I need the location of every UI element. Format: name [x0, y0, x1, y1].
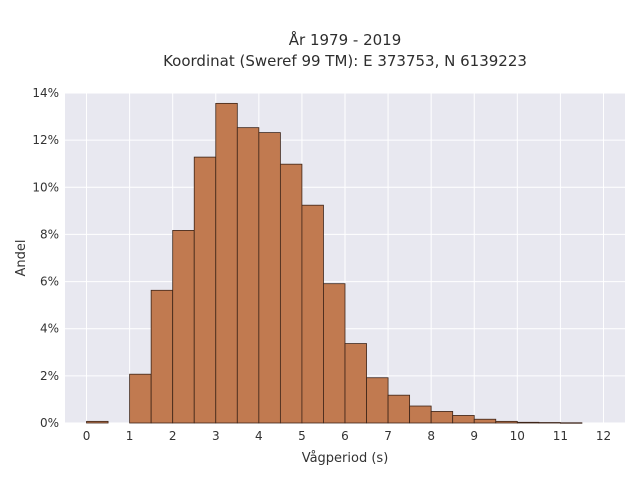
- y-tick-labels: 0% 2% 4% 6% 8% 10% 12% 14%: [32, 86, 59, 430]
- histogram-bar: [409, 405, 432, 424]
- histogram-bar: [559, 422, 583, 424]
- x-tick-label: 5: [298, 429, 306, 443]
- y-tick-label: 8%: [40, 227, 59, 241]
- histogram-bar: [150, 289, 174, 424]
- x-tick-label: 4: [255, 429, 263, 443]
- y-tick-label: 14%: [32, 86, 59, 100]
- histogram-bar: [323, 283, 346, 424]
- x-tick-label: 0: [83, 429, 91, 443]
- histogram-bar: [495, 420, 518, 424]
- y-tick-label: 10%: [32, 180, 59, 194]
- x-tick-label: 7: [384, 429, 392, 443]
- histogram-bar: [344, 343, 367, 424]
- histogram-bar: [279, 163, 303, 424]
- chart-title-line-2: Koordinat (Sweref 99 TM): E 373753, N 61…: [163, 52, 527, 70]
- histogram-bar: [86, 420, 109, 424]
- histogram-bar: [193, 156, 217, 424]
- y-tick-label: 6%: [40, 275, 59, 289]
- chart-title-line-1: År 1979 - 2019: [289, 30, 402, 49]
- y-tick-label: 2%: [40, 369, 59, 383]
- x-axis-label: Vågperiod (s): [302, 451, 389, 466]
- histogram-bar: [430, 411, 454, 424]
- y-tick-label: 12%: [32, 133, 59, 147]
- histogram-bar: [516, 421, 540, 424]
- histogram-bar: [473, 418, 497, 424]
- x-tick-label: 2: [169, 429, 177, 443]
- y-tick-label: 0%: [40, 416, 59, 430]
- y-axis-label: Andel: [14, 240, 29, 277]
- histogram-bars: [86, 102, 583, 424]
- histogram-bar: [215, 102, 238, 424]
- x-tick-label: 1: [126, 429, 134, 443]
- histogram-bar: [258, 132, 281, 424]
- histogram-bar: [172, 230, 195, 424]
- y-tick-label: 4%: [40, 322, 59, 336]
- histogram-bar: [452, 415, 475, 424]
- x-tick-label: 3: [212, 429, 220, 443]
- x-tick-label: 11: [553, 429, 568, 443]
- x-tick-label: 10: [510, 429, 525, 443]
- x-tick-label: 8: [427, 429, 435, 443]
- histogram-bar: [236, 127, 260, 424]
- histogram-bar: [301, 204, 324, 424]
- histogram-bar: [387, 394, 411, 424]
- x-tick-label: 12: [596, 429, 611, 443]
- x-tick-label: 9: [470, 429, 478, 443]
- x-tick-label: 6: [341, 429, 349, 443]
- histogram-bar: [129, 373, 152, 424]
- histogram-bar: [366, 377, 389, 424]
- x-tick-labels: 0 1 2 3 4 5 6 7 8 9 10 11 12: [83, 429, 611, 443]
- histogram-bar: [538, 422, 561, 424]
